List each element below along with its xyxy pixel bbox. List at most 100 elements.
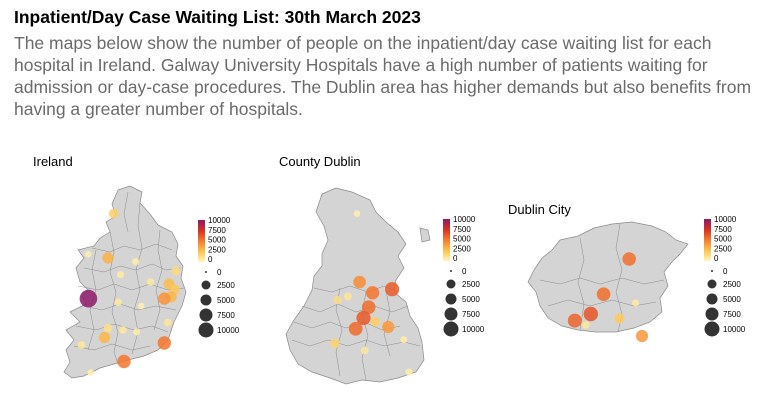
hospital-point bbox=[632, 299, 640, 307]
color-scale-tick: 7500 bbox=[453, 225, 471, 234]
size-legend-dot bbox=[205, 271, 207, 273]
hospital-point bbox=[85, 250, 92, 258]
hospital-point bbox=[348, 321, 363, 336]
hospital-point bbox=[567, 313, 582, 328]
hospital-point bbox=[171, 266, 181, 276]
hospital-point bbox=[157, 336, 171, 350]
size-legend-dot bbox=[706, 293, 718, 305]
size-legend-tick: 0 bbox=[462, 267, 467, 276]
size-legend-tick: 10000 bbox=[723, 325, 746, 334]
size-legend-tick: 0 bbox=[723, 267, 728, 276]
hospital-point bbox=[382, 320, 395, 334]
hospital-point bbox=[103, 323, 113, 333]
hospital-point bbox=[614, 313, 625, 324]
color-scale-tick: 7500 bbox=[714, 225, 732, 234]
size-legend-tick: 2500 bbox=[462, 280, 480, 289]
size-legend-dot bbox=[201, 280, 211, 290]
panel-dublin-city: Dublin City bbox=[508, 202, 689, 343]
hospital-point bbox=[635, 329, 649, 343]
size-legend-tick: 10000 bbox=[462, 325, 485, 334]
size-legend-tick: 10000 bbox=[217, 326, 240, 335]
size-legend-tick: 7500 bbox=[217, 311, 235, 320]
hospital-point bbox=[87, 369, 94, 376]
color-scale-tick: 2500 bbox=[714, 244, 732, 253]
hospital-point bbox=[333, 295, 342, 305]
dublin-city-points bbox=[567, 252, 649, 343]
size-legend-tick: 5000 bbox=[723, 295, 741, 304]
hospital-point bbox=[108, 208, 119, 219]
size-legend-dot bbox=[443, 321, 459, 337]
panel-label-ireland: Ireland bbox=[33, 154, 73, 169]
color-scale-tick: 0 bbox=[208, 255, 213, 264]
hospital-point bbox=[119, 326, 127, 334]
size-legend-tick: 5000 bbox=[217, 296, 235, 305]
hospital-point bbox=[98, 331, 111, 344]
hospital-point bbox=[353, 275, 366, 289]
ireland-county-boundaries bbox=[73, 191, 185, 365]
size-legend-tick: 2500 bbox=[723, 280, 741, 289]
color-scale-bar bbox=[198, 220, 205, 262]
hospital-point bbox=[117, 354, 131, 369]
hospital-point bbox=[163, 318, 172, 327]
hospital-point bbox=[117, 271, 125, 279]
hospital-point bbox=[138, 302, 145, 310]
dublin-city-map-shape bbox=[527, 221, 689, 333]
panel-label-dublin-city: Dublin City bbox=[508, 202, 571, 217]
color-scale-bar bbox=[704, 219, 711, 261]
hospital-point bbox=[102, 252, 114, 264]
county-dublin-island-shape bbox=[419, 227, 431, 243]
hospital-point bbox=[353, 210, 361, 217]
hospital-point bbox=[370, 316, 381, 327]
page-title: Inpatient/Day Case Waiting List: 30th Ma… bbox=[14, 7, 421, 27]
size-legend-tick: 7500 bbox=[462, 310, 480, 319]
hospital-point bbox=[79, 289, 98, 308]
size-legend-dot bbox=[198, 322, 214, 338]
hospital-point bbox=[343, 292, 352, 301]
size-legend-dot bbox=[199, 308, 213, 322]
color-scale-bar bbox=[443, 219, 450, 261]
hospital-point bbox=[385, 282, 400, 297]
size-legend-dot bbox=[711, 270, 713, 272]
page-description: The maps below show the number of people… bbox=[14, 33, 752, 119]
hospital-point bbox=[158, 292, 171, 305]
color-scale-tick: 5000 bbox=[453, 235, 471, 244]
hospital-point bbox=[405, 368, 413, 376]
color-scale-tick: 10000 bbox=[208, 216, 231, 225]
size-legend-dot bbox=[704, 321, 720, 337]
color-scale-tick: 10000 bbox=[453, 215, 476, 224]
color-scale-tick: 5000 bbox=[208, 236, 226, 245]
color-scale-tick: 7500 bbox=[208, 226, 226, 235]
hospital-point bbox=[77, 341, 86, 349]
ireland-map-shape bbox=[63, 185, 187, 379]
panel-label-county-dublin: County Dublin bbox=[279, 154, 361, 169]
hospital-point bbox=[146, 278, 155, 286]
color-scale-tick: 0 bbox=[714, 254, 719, 263]
hospital-point bbox=[361, 300, 376, 315]
size-legend-dot bbox=[200, 294, 212, 306]
hospital-point bbox=[133, 328, 141, 336]
size-legend-tick: 0 bbox=[217, 268, 222, 277]
hospital-point bbox=[365, 286, 380, 300]
panel-ireland: Ireland bbox=[33, 154, 187, 379]
color-scale-tick: 10000 bbox=[714, 215, 737, 224]
hospital-point bbox=[622, 252, 636, 266]
size-legend-tick: 5000 bbox=[462, 295, 480, 304]
size-legend-tick: 7500 bbox=[723, 310, 741, 319]
color-scale-tick: 2500 bbox=[208, 245, 226, 254]
hospital-point bbox=[114, 298, 123, 306]
size-legend-tick: 2500 bbox=[217, 281, 235, 290]
county-dublin-points bbox=[330, 210, 413, 376]
hospital-point bbox=[132, 258, 140, 266]
panel-county-dublin: County Dublin bbox=[279, 154, 431, 385]
size-legend-dot bbox=[445, 293, 457, 305]
hospital-point bbox=[330, 338, 340, 349]
color-scale-tick: 2500 bbox=[453, 244, 471, 253]
size-legend-dot bbox=[444, 307, 458, 321]
size-legend-dot bbox=[705, 307, 719, 321]
hospital-point bbox=[361, 346, 369, 355]
hospital-point bbox=[400, 336, 408, 344]
